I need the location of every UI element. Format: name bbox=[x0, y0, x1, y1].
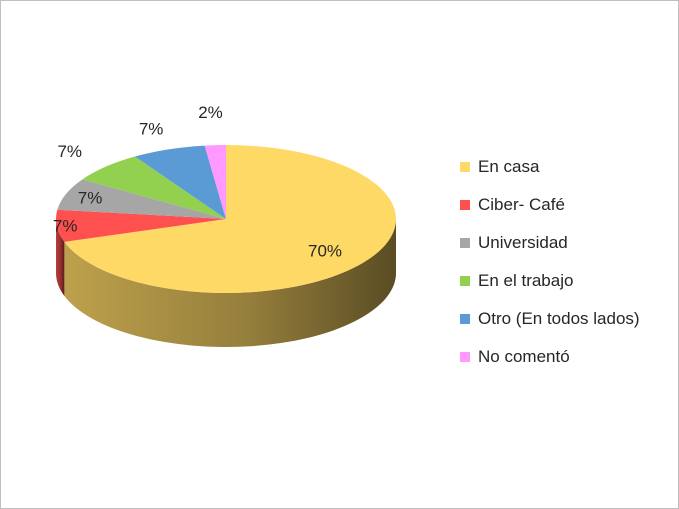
legend-item: En casa bbox=[460, 148, 640, 186]
legend-item: En el trabajo bbox=[460, 262, 640, 300]
pie-slice-1 bbox=[55, 209, 226, 242]
pie-data-label-2: 7% bbox=[78, 189, 103, 208]
pie-tops bbox=[55, 145, 397, 293]
pie-slice-0 bbox=[64, 145, 397, 293]
pie-sides bbox=[56, 219, 397, 347]
legend-swatch bbox=[460, 200, 470, 210]
pie-data-label-3: 7% bbox=[57, 142, 82, 161]
legend-swatch bbox=[460, 276, 470, 286]
legend-swatch bbox=[460, 352, 470, 362]
legend: En casa Ciber- Café Universidad En el traba… bbox=[460, 148, 640, 376]
pie-data-label-5: 2% bbox=[198, 103, 223, 122]
legend-item: Universidad bbox=[460, 224, 640, 262]
legend-swatch bbox=[460, 162, 470, 172]
legend-label: Universidad bbox=[478, 233, 568, 252]
legend-swatch bbox=[460, 314, 470, 324]
legend-label: Otro (En todos lados) bbox=[478, 309, 640, 328]
pie-side-shade-1 bbox=[56, 219, 65, 296]
legend-label: En casa bbox=[478, 157, 540, 176]
pie-data-label-0: 70% bbox=[308, 241, 342, 260]
pie-data-label-4: 7% bbox=[139, 119, 164, 138]
legend-item: No comentó bbox=[460, 338, 640, 376]
legend-item: Ciber- Café bbox=[460, 186, 640, 224]
pie-slice-2 bbox=[57, 179, 226, 219]
pie-side-shade-0 bbox=[64, 219, 397, 347]
pie-slice-3 bbox=[82, 156, 226, 219]
pie-data-label-1: 7% bbox=[53, 217, 78, 236]
legend-label: Ciber- Café bbox=[478, 195, 565, 214]
pie-labels: 70%7%7%7%7%2% bbox=[53, 103, 342, 260]
pie-slice-5 bbox=[204, 145, 226, 219]
legend-label: No comentó bbox=[478, 347, 570, 366]
pie-slice-4 bbox=[134, 145, 226, 219]
legend-label: En el trabajo bbox=[478, 271, 574, 290]
legend-swatch bbox=[460, 238, 470, 248]
legend-item: Otro (En todos lados) bbox=[460, 300, 640, 338]
